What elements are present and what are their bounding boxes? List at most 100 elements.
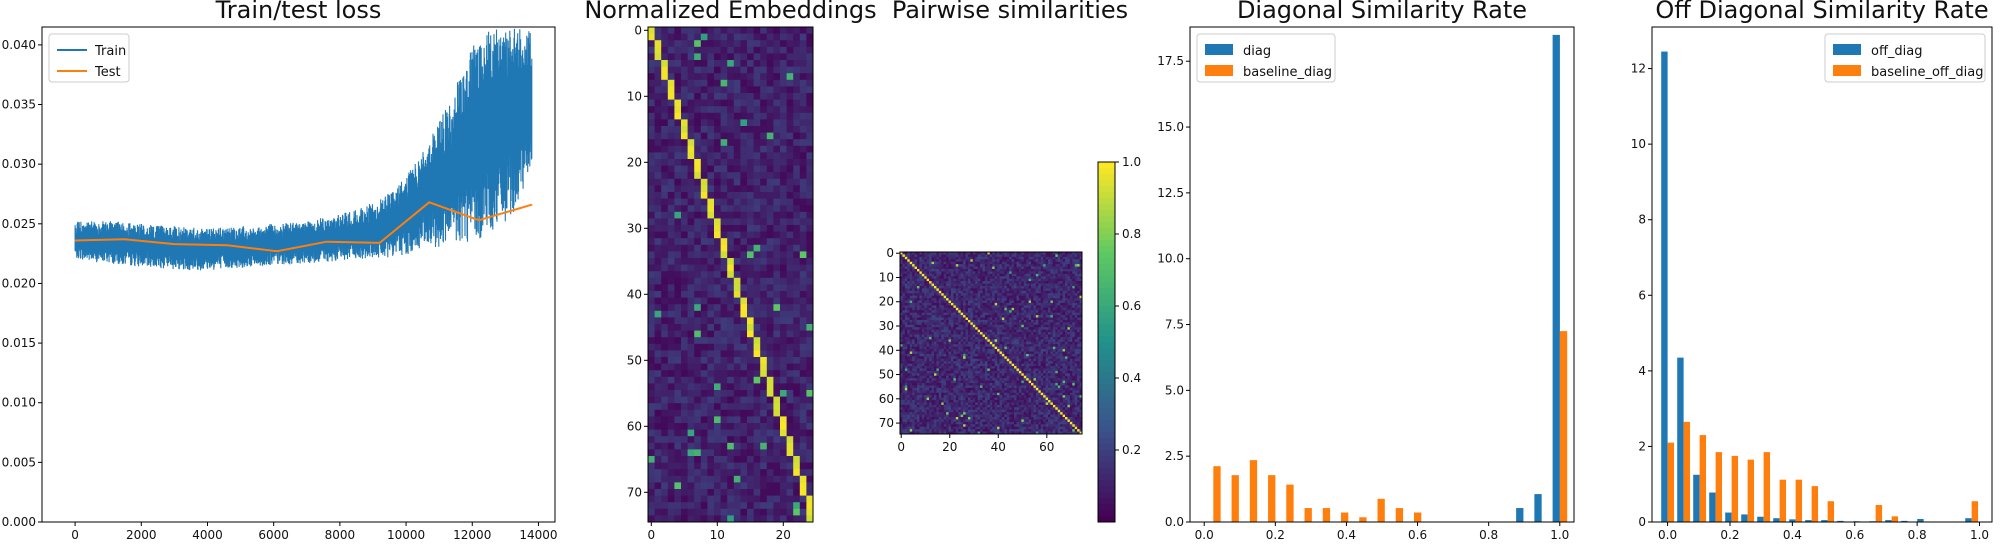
pairwise-cell [1021,305,1025,309]
pairwise-cell [1006,254,1010,258]
pairwise-cell [1018,252,1022,255]
embedding-cell [806,258,814,265]
pairwise-cell [1006,317,1010,321]
pairwise-cell [992,315,996,318]
pairwise-cell [902,346,906,350]
pairwise-cell [926,322,930,326]
pairwise-cell [916,332,920,335]
embedding-cell [766,172,774,180]
pairwise-cell [1057,334,1061,338]
pairwise-cell [953,288,957,292]
embedding-cell [799,192,807,199]
embedding-cell [760,330,768,338]
embedding-cell [654,310,662,318]
embedding-cell [786,152,794,160]
pairwise-cell [1004,264,1008,267]
pairwise-cell [938,290,942,294]
pairwise-cell [909,332,913,335]
embedding-cell [694,264,702,272]
embedding-cell [727,40,735,48]
pairwise-cell [1014,261,1017,265]
pairwise-cell [902,298,906,301]
embedding-cell [760,423,768,430]
pairwise-cell [1045,295,1049,299]
pairwise-cell [1018,329,1022,333]
embedding-cell [667,350,675,358]
embedding-cell [654,429,662,437]
pairwise-cell [975,264,979,267]
embedding-cell [733,409,741,417]
pairwise-cell [1045,293,1049,297]
pairwise-cell [992,339,996,343]
pairwise-cell [936,312,940,316]
pairwise-cell [1018,324,1022,328]
pairwise-cell [1067,329,1071,333]
pairwise-cell [965,305,969,309]
pairwise-cell [938,288,942,292]
pairwise-cell [1050,276,1054,280]
pairwise-cell [950,310,954,314]
pairwise-cell [902,310,906,314]
embedding-cell [760,27,768,34]
pairwise-cell [1062,252,1066,255]
pairwise-cell [931,329,935,333]
pairwise-cell [1060,322,1063,326]
embedding-cell [773,409,781,417]
embedding-cell [753,383,761,391]
embedding-cell [753,205,761,213]
embedding-cell [694,231,702,239]
pairwise-cell [929,336,932,340]
embedding-cell [806,165,814,173]
pairwise-cell [948,324,952,328]
pairwise-cell [941,293,945,297]
pairwise-cell [1026,302,1030,306]
pairwise-cell [963,344,966,348]
pairwise-cell [933,302,937,306]
embedding-cell [747,324,754,331]
pairwise-cell [972,346,976,350]
embedding-cell [727,152,735,160]
pairwise-cell [1079,302,1083,306]
pairwise-cell [1004,285,1008,289]
embedding-cell [733,251,741,259]
embedding-cell [780,126,787,133]
pairwise-cell [1060,344,1063,348]
pairwise-cell [1004,341,1008,345]
pairwise-cell [929,281,932,284]
embedding-cell [714,198,721,206]
pairwise-cell [1035,298,1039,301]
pairwise-cell [938,322,942,326]
embedding-cell [740,66,748,74]
pairwise-cell [1033,254,1037,258]
pairwise-cell [992,259,996,263]
pairwise-cell [946,312,949,316]
embedding-cell [780,442,787,450]
embedding-cell [733,73,741,81]
pairwise-cell [1009,268,1013,272]
pairwise-cell [921,252,925,255]
embedding-cell [799,324,807,331]
embedding-cell [720,383,728,391]
pairwise-cell [936,332,940,335]
pairwise-cell [1067,315,1071,318]
pairwise-cell [912,334,915,338]
pairwise-cell [975,285,979,289]
pairwise-cell [1006,261,1010,265]
embedding-cell [747,489,754,496]
pairwise-cell [1079,329,1083,333]
pairwise-cell [989,295,993,299]
embedding-cell [687,218,695,226]
embedding-cell [799,277,807,285]
pairwise-cell [919,293,923,297]
pairwise-cell [931,307,935,311]
embedding-cell [687,27,695,34]
embedding-cell [773,502,781,510]
pairwise-cell [987,271,991,275]
embedding-cell [760,211,768,219]
embedding-cell [747,357,754,364]
embedding-cell [799,495,807,503]
pairwise-cell [916,307,920,311]
pairwise-cell [931,273,935,277]
embedding-cell [661,106,669,114]
pairwise-cell [965,334,969,338]
